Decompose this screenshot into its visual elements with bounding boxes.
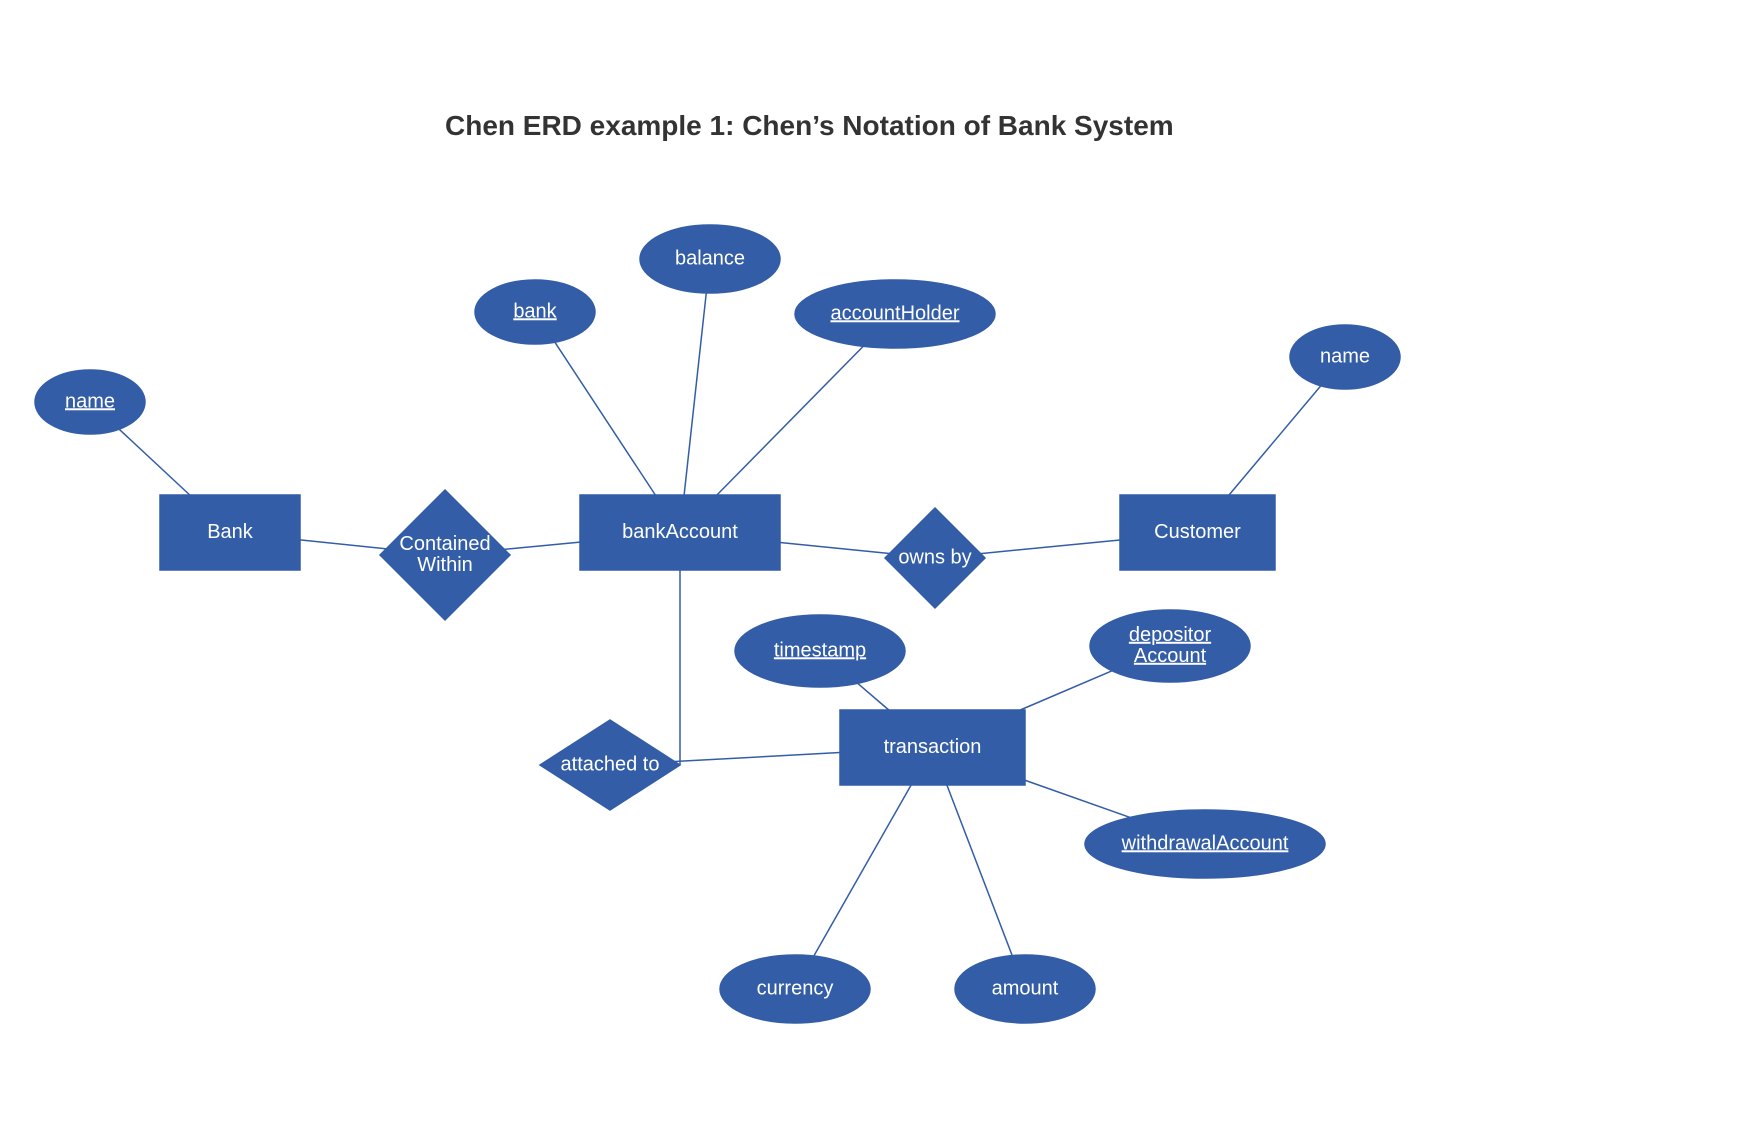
edge bbox=[1025, 780, 1130, 817]
cust_name-attribute: name bbox=[1290, 325, 1400, 389]
edge bbox=[675, 753, 840, 762]
bank-label: Bank bbox=[207, 521, 254, 543]
nodes: BankbankAccountCustomertransactionContai… bbox=[35, 225, 1400, 1023]
tx_timestamp-attribute: timestamp bbox=[735, 615, 905, 687]
ba_bank-label: bank bbox=[513, 300, 557, 322]
cust_name-label: name bbox=[1320, 345, 1370, 367]
tx_depositor-attribute: depositorAccount bbox=[1090, 610, 1250, 682]
tx_currency-attribute: currency bbox=[720, 955, 870, 1023]
attachedto-label: attached to bbox=[561, 753, 660, 775]
edge bbox=[858, 683, 889, 710]
bankAccount-label: bankAccount bbox=[622, 521, 738, 543]
tx_timestamp-label: timestamp bbox=[774, 639, 866, 661]
attachedto-relation: attached to bbox=[540, 720, 680, 810]
edge bbox=[947, 785, 1012, 956]
tx_withdrawal-attribute: withdrawalAccount bbox=[1085, 810, 1325, 878]
erd-canvas: Chen ERD example 1: Chen’s Notation of B… bbox=[0, 0, 1761, 1145]
edge bbox=[780, 543, 890, 554]
edge bbox=[1020, 671, 1112, 710]
contained-label: Contained bbox=[399, 533, 490, 555]
ba_holder-attribute: accountHolder bbox=[795, 280, 995, 348]
ownsby-label: owns by bbox=[898, 546, 971, 568]
bankAccount-entity: bankAccount bbox=[580, 495, 780, 570]
edge bbox=[717, 346, 863, 495]
tx_depositor-label: Account bbox=[1134, 645, 1207, 667]
edge bbox=[555, 342, 655, 495]
transaction-entity: transaction bbox=[840, 710, 1025, 785]
edge bbox=[504, 542, 580, 549]
edge bbox=[814, 785, 911, 956]
tx_amount-attribute: amount bbox=[955, 955, 1095, 1023]
ba_balance-attribute: balance bbox=[640, 225, 780, 293]
tx_depositor-label: depositor bbox=[1129, 624, 1212, 646]
tx_withdrawal-label: withdrawalAccount bbox=[1121, 832, 1289, 854]
ba_holder-label: accountHolder bbox=[831, 302, 960, 324]
tx_currency-label: currency bbox=[757, 977, 834, 999]
ba_bank-attribute: bank bbox=[475, 280, 595, 344]
edge bbox=[684, 293, 706, 495]
tx_amount-label: amount bbox=[992, 977, 1059, 999]
edge bbox=[300, 540, 386, 549]
edge bbox=[1229, 386, 1321, 495]
ownsby-relation: owns by bbox=[885, 508, 985, 608]
bank_name-attribute: name bbox=[35, 370, 145, 434]
contained-relation: ContainedWithin bbox=[380, 490, 510, 620]
edge bbox=[119, 429, 190, 495]
edge bbox=[981, 540, 1120, 554]
ba_balance-label: balance bbox=[675, 247, 745, 269]
customer-entity: Customer bbox=[1120, 495, 1275, 570]
erd-svg: BankbankAccountCustomertransactionContai… bbox=[0, 0, 1761, 1145]
bank_name-label: name bbox=[65, 390, 115, 412]
contained-label: Within bbox=[417, 554, 473, 576]
customer-label: Customer bbox=[1154, 521, 1241, 543]
transaction-label: transaction bbox=[884, 736, 982, 758]
bank-entity: Bank bbox=[160, 495, 300, 570]
